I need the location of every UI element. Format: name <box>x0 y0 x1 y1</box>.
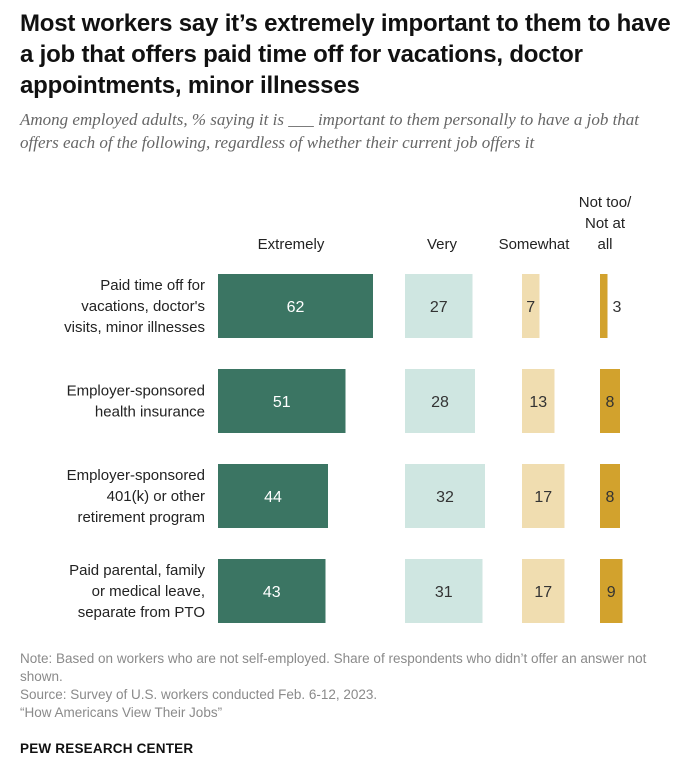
bar-somewhat <box>522 464 565 528</box>
footer: Note: Based on workers who are not self-… <box>20 650 680 722</box>
data-label: 7 <box>526 299 535 316</box>
data-label: 8 <box>606 489 615 506</box>
category-label: vacations, doctor's <box>81 298 205 315</box>
bar-extremely <box>218 464 328 528</box>
footer-source: Source: Survey of U.S. workers conducted… <box>20 687 378 702</box>
bar-very <box>405 274 473 338</box>
bar-extremely <box>218 559 326 623</box>
bar-very <box>405 559 483 623</box>
bar-extremely <box>218 369 346 433</box>
bar-not-too-not-at-all <box>600 464 620 528</box>
column-header-very: Very <box>427 236 458 253</box>
data-label: 9 <box>607 584 616 601</box>
column-header-somewhat: Somewhat <box>499 236 571 253</box>
category-label: health insurance <box>95 404 205 421</box>
category-label: 401(k) or other <box>107 488 205 505</box>
footer-note: Note: Based on workers who are not self-… <box>20 651 647 684</box>
column-header-extremely: Extremely <box>258 236 325 253</box>
data-label: 8 <box>606 394 615 411</box>
category-label: visits, minor illnesses <box>64 319 205 336</box>
data-label: 51 <box>273 394 291 411</box>
category-label: separate from PTO <box>78 604 205 621</box>
category-label: or medical leave, <box>92 583 205 600</box>
column-header-not-too-not-at-all: Not too/ <box>579 194 632 211</box>
bar-not-too-not-at-all <box>600 369 620 433</box>
bar-somewhat <box>522 559 565 623</box>
bar-not-too-not-at-all <box>600 559 623 623</box>
bar-somewhat <box>522 369 555 433</box>
data-label: 28 <box>431 394 449 411</box>
data-label: 17 <box>534 584 552 601</box>
data-label: 44 <box>264 489 282 506</box>
bar-not-too-not-at-all <box>600 274 608 338</box>
data-label: 27 <box>430 299 448 316</box>
data-label: 13 <box>529 394 547 411</box>
column-header-not-too-not-at-all: all <box>597 236 612 253</box>
chart: Extremely Very Somewhat Not too/Not at all Pa… <box>64 194 632 623</box>
category-label: Employer-sponsored <box>67 383 205 400</box>
category-label: Paid time off for <box>100 277 205 294</box>
category-label: Paid parental, family <box>69 562 205 579</box>
category-label: retirement program <box>77 509 205 526</box>
data-label: 3 <box>613 299 622 316</box>
data-label: 32 <box>436 489 454 506</box>
bar-very <box>405 369 475 433</box>
bar-very <box>405 464 485 528</box>
data-label: 31 <box>435 584 453 601</box>
chart-subtitle: Among employed adults, % saying it is __… <box>20 110 640 152</box>
brand-logo-text: PEW RESEARCH CENTER <box>20 741 194 756</box>
data-label: 17 <box>534 489 552 506</box>
chart-title: Most workers say it’s extremely importan… <box>20 10 671 99</box>
footer-report: “How Americans View Their Jobs” <box>20 705 223 720</box>
column-header-not-too-not-at-all: Not at <box>585 215 626 232</box>
data-label: 43 <box>263 584 281 601</box>
category-label: Employer-sponsored <box>67 467 205 484</box>
data-label: 62 <box>287 299 305 316</box>
bar-somewhat <box>522 274 540 338</box>
bar-extremely <box>218 274 373 338</box>
